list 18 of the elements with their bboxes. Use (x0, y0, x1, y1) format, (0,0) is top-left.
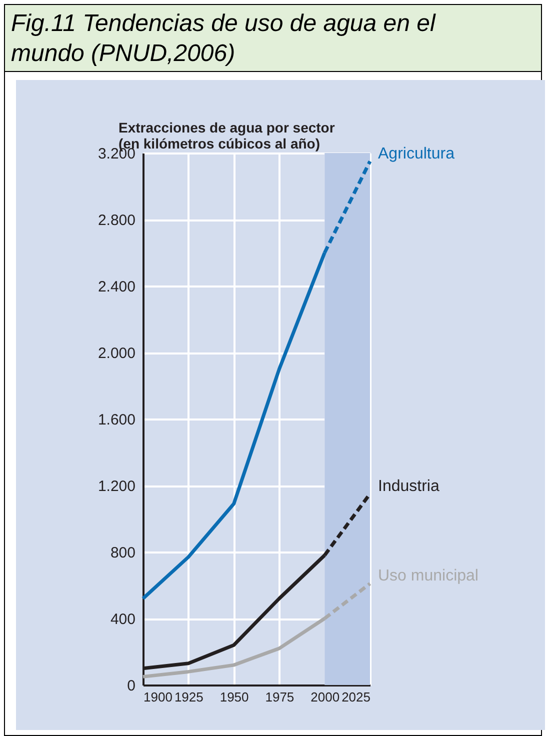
y-tick-label: 1.200 (98, 478, 136, 495)
x-tick-label: 1900 (144, 690, 172, 704)
text: Industria (378, 478, 440, 495)
x-tick-label: 1975 (265, 690, 294, 704)
text: Uso municipal (378, 568, 478, 585)
y-tick-label: 2.800 (98, 212, 136, 229)
x-tick-label: 2025 (342, 690, 370, 704)
y-tick-label: 2.400 (98, 278, 136, 296)
chart-title: Fig.11 Tendencias de uso de agua en el mundo (PNUD,2006) (4, 4, 542, 72)
y-tick-label: 2.000 (98, 345, 136, 362)
x-tick-label: 2000 (310, 690, 340, 704)
x-tick-label: 1950 (220, 690, 249, 704)
y-tick-label: 0 (127, 678, 136, 694)
x-tick-label: 1925 (174, 690, 204, 704)
text: Agricultura (378, 145, 455, 162)
y-tick-label: 400 (110, 611, 136, 628)
y-tick-label: 800 (110, 544, 136, 562)
y-tick-label: 1.600 (98, 412, 136, 428)
